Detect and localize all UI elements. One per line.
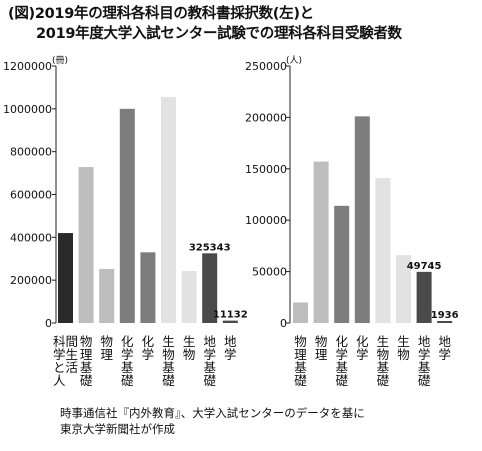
y-tick-label: 0 [280, 317, 287, 330]
source-line-2: 東京大学新聞社が作成 [60, 422, 175, 436]
category-label: 化学 [356, 334, 369, 362]
category-label: 化学 [142, 334, 155, 362]
category-label: 科学と人 [53, 334, 66, 388]
source-line-1: 時事通信社『内外教育』、大学入試センターのデータを基に [60, 406, 365, 420]
y-axis-unit: (人) [286, 55, 302, 66]
category-label: 間生活 [65, 334, 78, 375]
y-tick-label: 50000 [252, 266, 287, 279]
data-label: 325343 [189, 242, 231, 253]
category-label: 地学 [224, 334, 237, 362]
data-label: 11132 [213, 310, 248, 321]
category-label: 物理基礎 [294, 334, 307, 388]
bar [161, 97, 176, 323]
category-label: 地学 [438, 334, 451, 362]
category-label: 生物基礎 [377, 334, 390, 388]
bar [181, 270, 197, 323]
data-label: 49745 [407, 261, 442, 272]
y-tick-label: 1200000 [3, 60, 52, 73]
category-label: 物理 [100, 334, 113, 362]
y-tick-label: 0 [45, 317, 52, 330]
bar [58, 233, 73, 323]
category-label: 地学基礎 [203, 334, 216, 388]
bar [202, 253, 218, 323]
title-line-1: (図)2019年の理科各科目の教科書採択数(左)と [8, 6, 314, 22]
category-label: 化学基礎 [121, 334, 134, 388]
bar [140, 252, 156, 323]
y-tick-label: 600000 [10, 189, 52, 202]
bar [354, 116, 370, 323]
y-axis-unit: (冊) [52, 55, 68, 66]
bar [375, 178, 391, 323]
category-label: 生物 [397, 334, 410, 362]
title-line-2: 2019年度大学入試センター試験での理科各科目受験者数 [36, 26, 402, 42]
category-label: 化学基礎 [335, 334, 348, 388]
y-tick-label: 1000000 [3, 103, 52, 116]
bar [293, 302, 308, 323]
y-tick-label: 250000 [245, 60, 287, 73]
category-label: 生物基礎 [162, 334, 175, 388]
bar [222, 320, 238, 323]
y-tick-label: 400000 [10, 231, 52, 244]
bar [334, 205, 350, 323]
chart-title: (図)2019年の理科各科目の教科書採択数(左)と 2019年度大学入試センター… [8, 4, 402, 44]
bar [396, 255, 411, 323]
y-tick-label: 100000 [245, 214, 287, 227]
data-label: 1936 [431, 310, 459, 321]
category-label: 生物 [183, 334, 196, 362]
y-tick-label: 200000 [10, 274, 52, 287]
bar [437, 321, 453, 323]
y-tick-label: 150000 [245, 163, 287, 176]
category-label: 物理基礎 [80, 334, 93, 388]
category-label: 地学基礎 [418, 334, 431, 388]
category-label: 物理 [315, 334, 328, 362]
bar [313, 161, 329, 323]
y-tick-label: 200000 [245, 111, 287, 124]
bar [99, 269, 115, 323]
source-note: 時事通信社『内外教育』、大学入試センターのデータを基に 東京大学新聞社が作成 [60, 405, 365, 437]
y-tick-label: 800000 [10, 146, 52, 159]
bar [78, 167, 94, 323]
bar [416, 271, 432, 323]
bar [119, 108, 135, 323]
